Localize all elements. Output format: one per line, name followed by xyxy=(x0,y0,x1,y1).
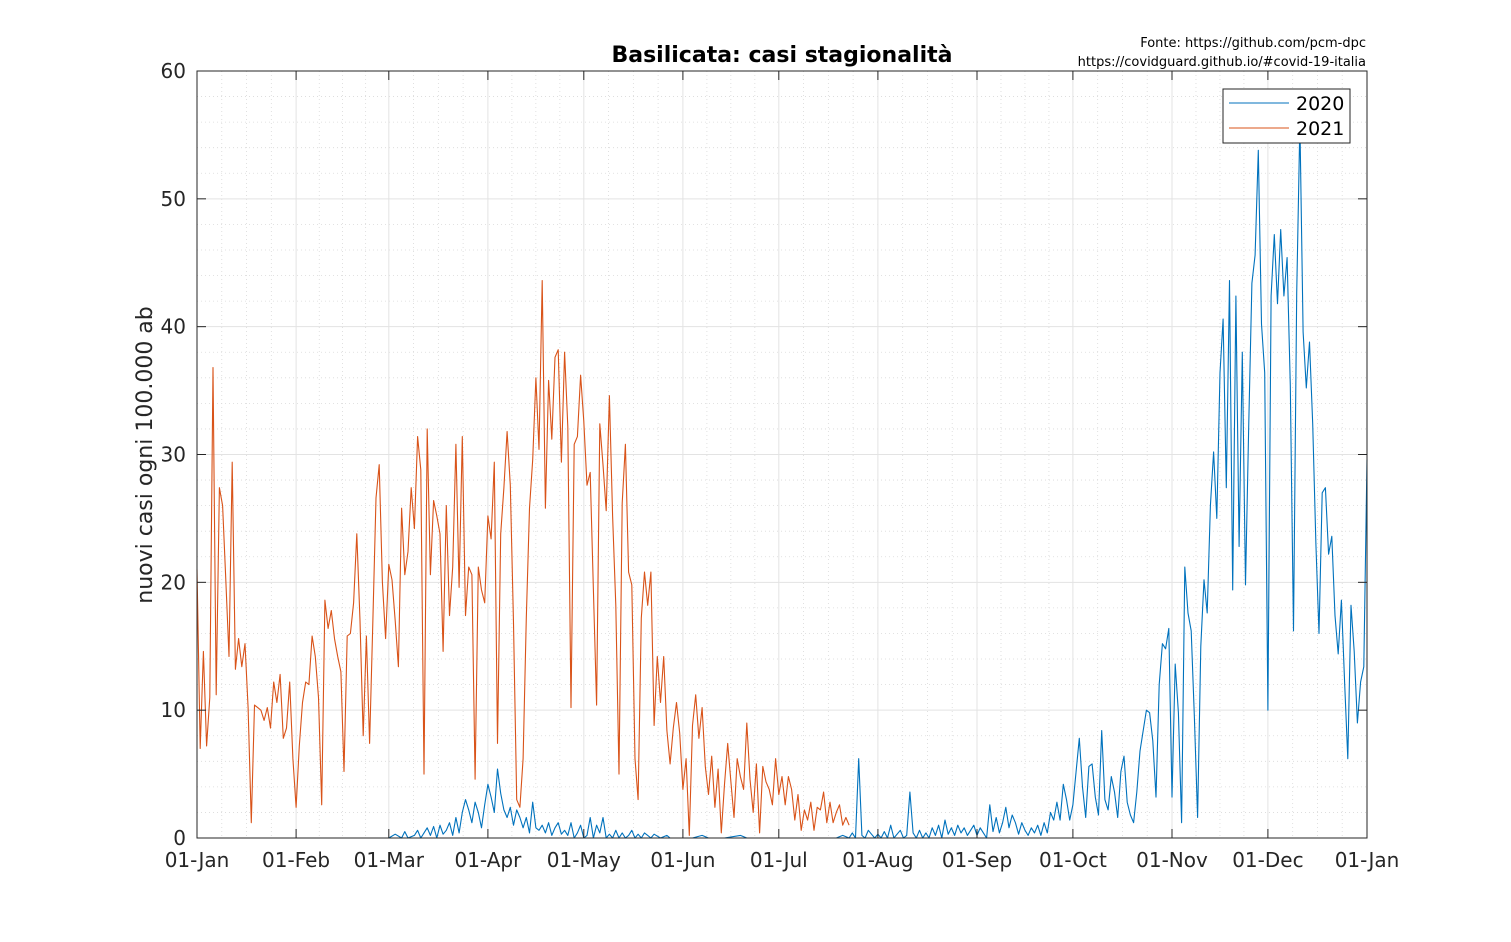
x-tick-label: 01-Jun xyxy=(650,848,715,872)
x-tick-label: 01-Mar xyxy=(354,848,425,872)
series-line-2020 xyxy=(372,121,1368,839)
x-tick-label: 01-Aug xyxy=(842,848,913,872)
legend-label-2021: 2021 xyxy=(1296,118,1344,140)
series-line-2021 xyxy=(196,280,850,836)
x-tick-label: 01-Feb xyxy=(262,848,330,872)
y-tick-label: 50 xyxy=(161,187,186,211)
y-tick-label: 60 xyxy=(161,59,186,83)
source-line-1: Fonte: https://github.com/pcm-dpc xyxy=(1140,36,1366,51)
x-tick-label: 01-Jan xyxy=(1335,848,1400,872)
x-tick-label: 01-Oct xyxy=(1039,848,1107,872)
legend-box xyxy=(1222,88,1351,144)
x-tick-label: 01-Dec xyxy=(1232,848,1303,872)
y-axis: 0 10 20 30 40 50 60 xyxy=(161,59,1367,850)
legend: 2020 2021 xyxy=(1222,88,1351,144)
x-tick-label: 01-Sep xyxy=(942,848,1012,872)
series-layer xyxy=(196,121,1368,839)
x-tick-label: 01-Jan xyxy=(165,848,230,872)
x-tick-label: 01-Jul xyxy=(750,848,808,872)
source-line-2: https://covidguard.github.io/#covid-19-i… xyxy=(1078,55,1366,70)
y-tick-label: 20 xyxy=(161,570,186,594)
y-axis-label: nuovi casi ogni 100.000 ab xyxy=(133,306,158,604)
y-tick-label: 10 xyxy=(161,698,186,722)
x-axis: 01-Jan 01-Feb 01-Mar 01-Apr 01-May 01-Jun 01-J… xyxy=(165,71,1400,872)
x-tick-label: 01-Nov xyxy=(1136,848,1208,872)
x-tick-label: 01-Apr xyxy=(454,848,522,872)
y-tick-label: 40 xyxy=(161,315,186,339)
x-tick-label: 01-May xyxy=(547,848,621,872)
y-tick-label: 30 xyxy=(161,443,186,467)
chart-title: Basilicata: casi stagionalità xyxy=(611,43,952,68)
legend-label-2020: 2020 xyxy=(1296,93,1344,115)
minor-grid xyxy=(197,71,1367,838)
y-tick-label: 0 xyxy=(173,826,186,850)
